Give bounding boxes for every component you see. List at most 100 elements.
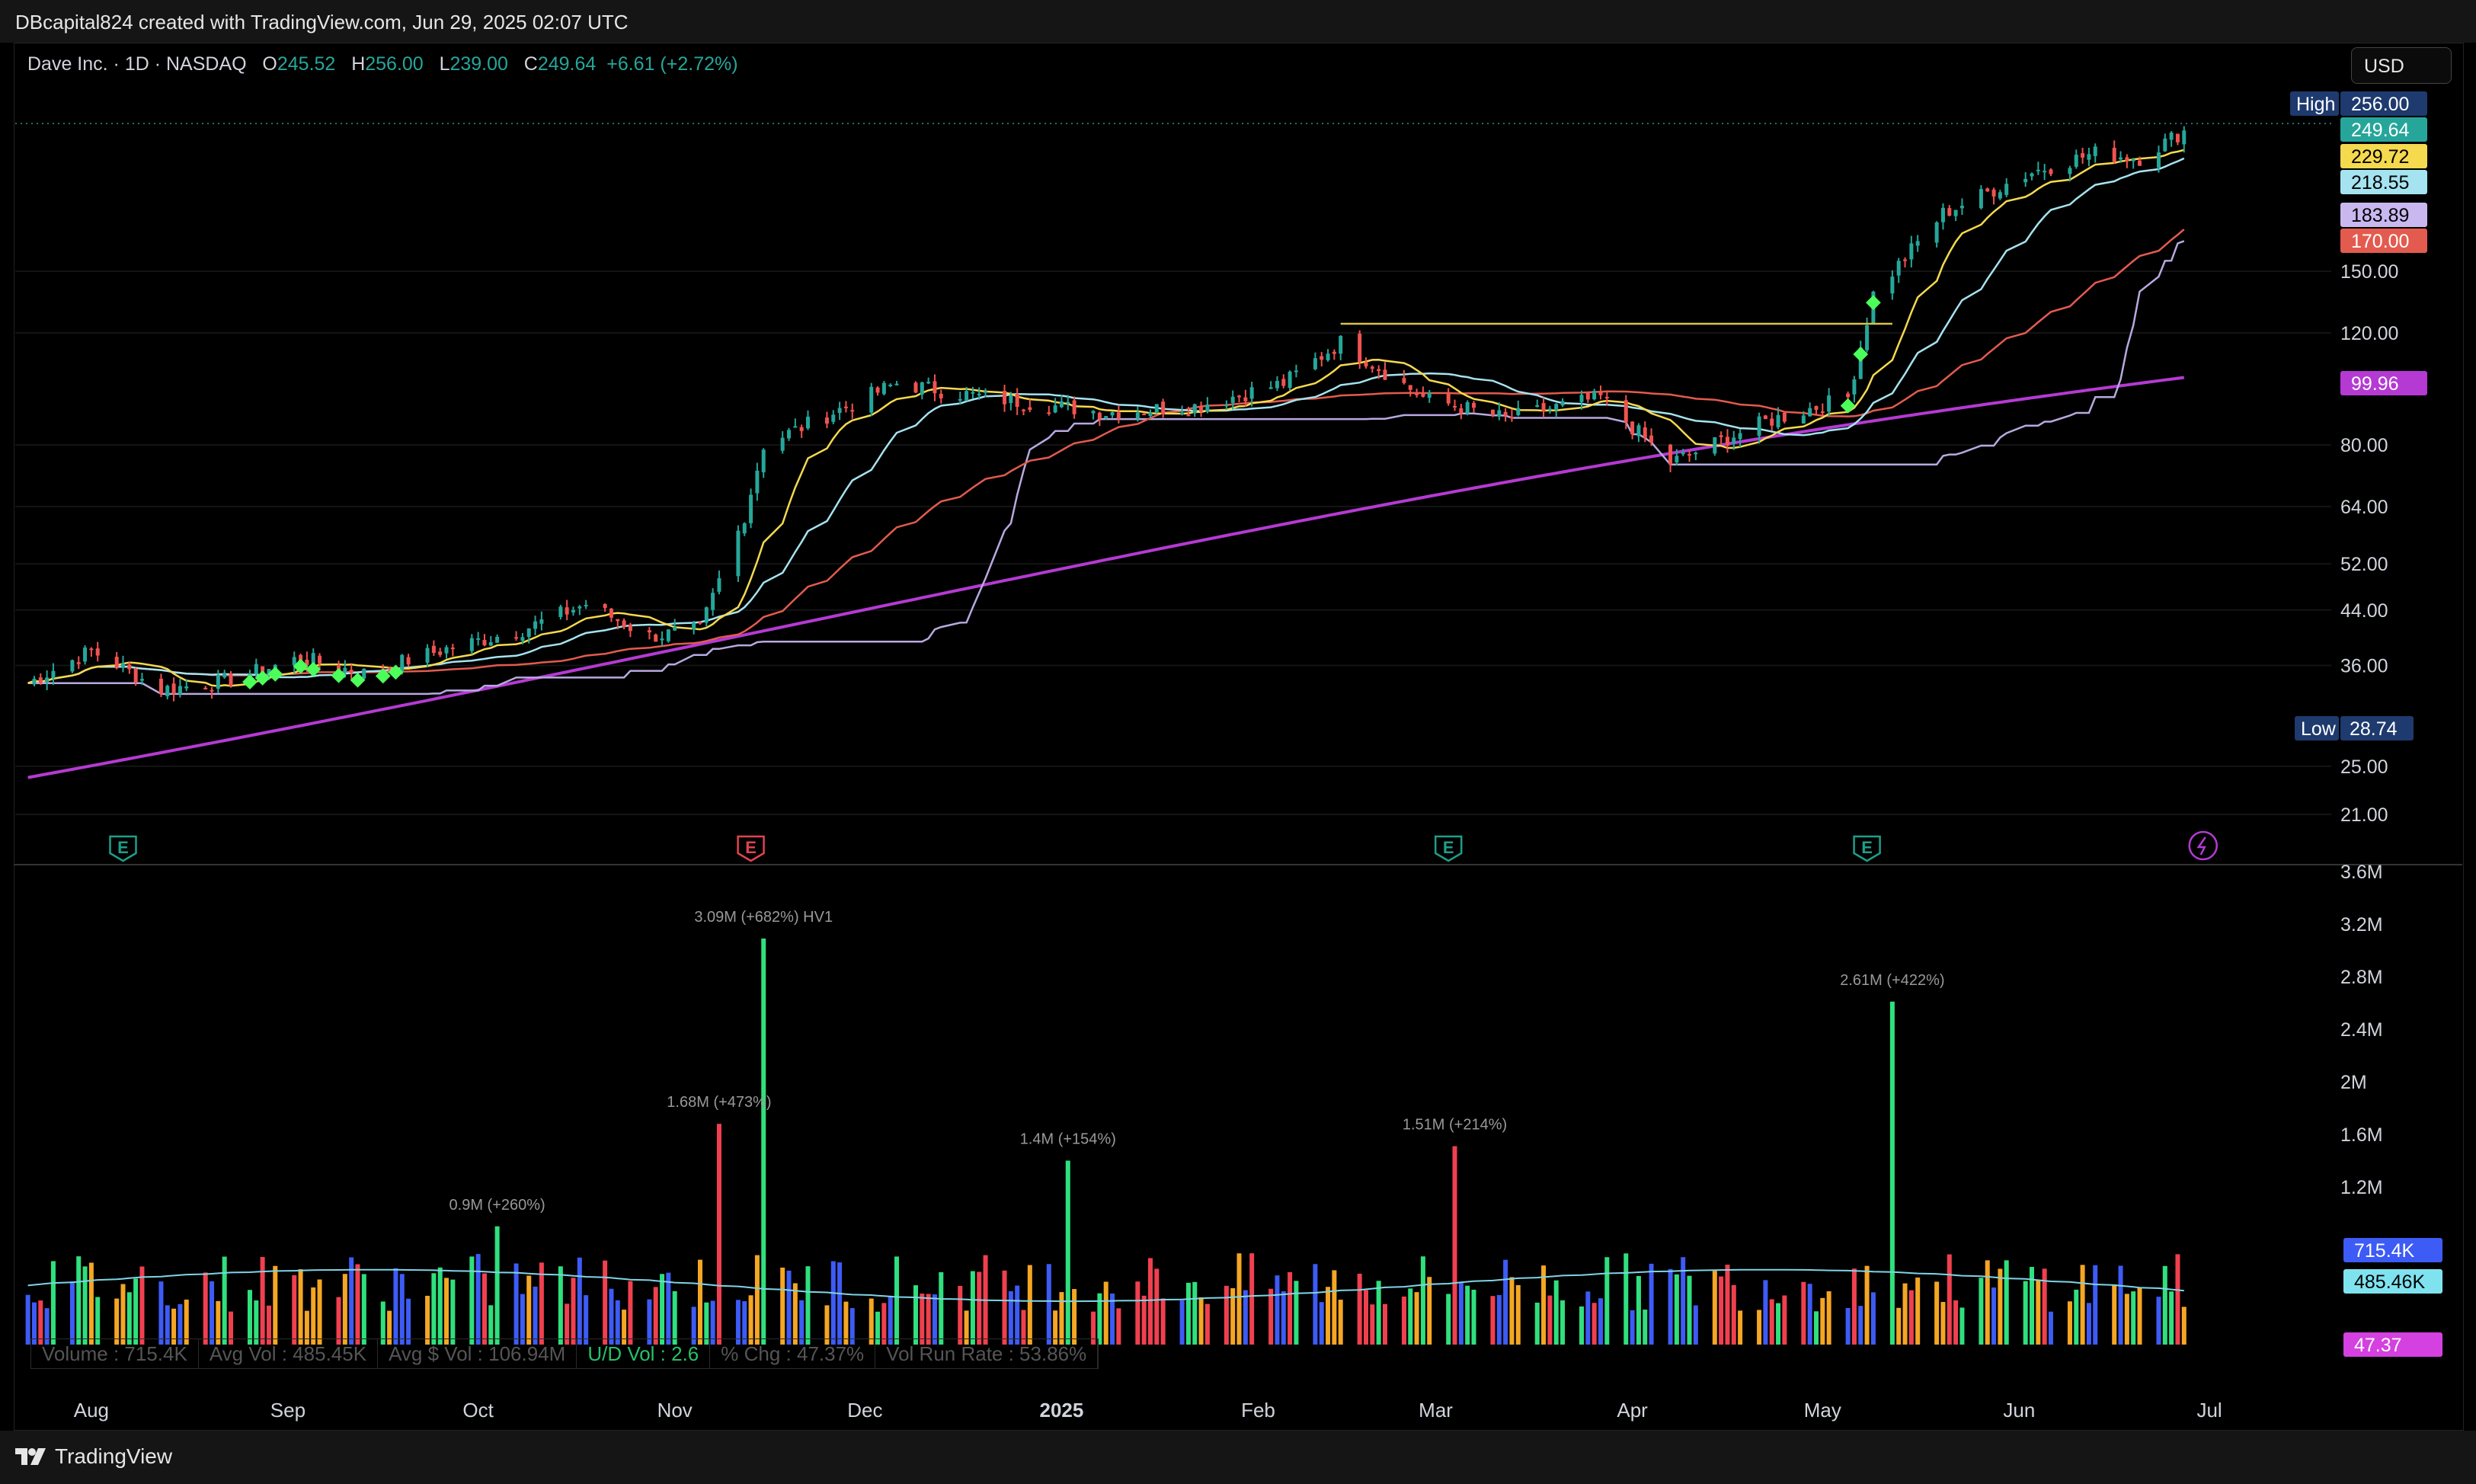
- volume-bar: [1097, 1293, 1102, 1345]
- volume-bar: [2181, 1306, 2186, 1345]
- volume-bar: [139, 1266, 145, 1345]
- volume-bar: [1008, 1291, 1013, 1345]
- volume-bar: [1338, 1300, 1343, 1345]
- volume-bar: [178, 1303, 183, 1345]
- volume-bar: [533, 1286, 538, 1345]
- candle-body: [1770, 418, 1774, 426]
- volume-bar: [355, 1264, 360, 1345]
- volume-bar: [1198, 1297, 1204, 1345]
- candle-body: [1490, 409, 1495, 416]
- candle-body: [1827, 395, 1831, 412]
- candle-body: [1364, 362, 1368, 367]
- volume-bar: [716, 1124, 721, 1345]
- candle-body: [495, 636, 500, 643]
- volume-tick-label: 1.6M: [2340, 1124, 2383, 1146]
- volume-bar: [1103, 1281, 1108, 1345]
- candle-body: [311, 653, 315, 664]
- volume-bar: [1204, 1303, 1210, 1345]
- volume-bar: [298, 1269, 303, 1345]
- candle-body: [387, 667, 392, 670]
- candle-body: [1763, 415, 1767, 420]
- candle-body: [1592, 390, 1597, 400]
- candle-body: [121, 664, 126, 667]
- candle-body: [488, 642, 493, 646]
- volume-bar: [2036, 1280, 2041, 1345]
- candle-body: [1383, 369, 1387, 380]
- currency-selector[interactable]: USD: [2351, 47, 2452, 84]
- volume-bar: [1870, 1292, 1876, 1345]
- volume-bar: [38, 1300, 43, 1345]
- symbol-title: Dave Inc. · 1D · NASDAQ: [27, 53, 247, 75]
- volume-bar: [2067, 1301, 2072, 1345]
- candle-body: [2163, 138, 2167, 152]
- price-axis-label-text: 28.74: [2350, 718, 2398, 740]
- volume-tick-label: 2M: [2340, 1072, 2367, 1093]
- stat-avg-vol: Avg Vol : 485.45K: [199, 1339, 379, 1368]
- candle-body: [1909, 243, 1914, 260]
- ma-yellow-line: [27, 149, 2185, 687]
- volume-bar: [926, 1294, 931, 1345]
- volume-bar: [1953, 1300, 1959, 1345]
- volume-bar: [647, 1299, 652, 1345]
- candle-body: [1243, 397, 1248, 401]
- candle-body: [1453, 405, 1457, 408]
- volume-bar: [1053, 1310, 1058, 1345]
- volume-bar: [958, 1285, 963, 1345]
- candle-body: [139, 679, 144, 681]
- candle-body: [1091, 411, 1096, 414]
- price-tick-label: 44.00: [2340, 600, 2388, 622]
- ma-200-line: [27, 376, 2185, 779]
- volume-bar: [1319, 1302, 1324, 1345]
- candle-body: [469, 638, 474, 651]
- volume-bar: [824, 1305, 830, 1345]
- volume-axis-label: [2343, 1269, 2442, 1294]
- candle-body: [2169, 133, 2174, 140]
- price-axis-label: [2340, 716, 2414, 740]
- volume-bar: [1991, 1287, 1997, 1345]
- volume-bar: [1281, 1291, 1286, 1345]
- change-value: +6.61 (+2.72%): [606, 53, 738, 75]
- candle-body: [1846, 393, 1851, 398]
- candle-body: [514, 637, 519, 639]
- candle-body: [1180, 412, 1185, 414]
- volume-bar: [1668, 1268, 1673, 1345]
- volume-bar: [1591, 1303, 1597, 1345]
- price-axis-label: [2340, 117, 2427, 142]
- candle-body: [1135, 412, 1140, 419]
- volume-bar: [1693, 1305, 1698, 1345]
- volume-bar: [488, 1305, 494, 1345]
- tradingview-brand[interactable]: TradingView: [15, 1444, 172, 1469]
- volume-bar: [210, 1281, 215, 1345]
- time-axis-label: Jun: [2003, 1399, 2035, 1422]
- volume-tick-label: 2.4M: [2340, 1019, 2383, 1041]
- volume-bar: [1947, 1254, 1952, 1345]
- candle-body: [1535, 405, 1540, 408]
- candle-body: [2004, 184, 2009, 195]
- candle-body: [76, 662, 81, 664]
- volume-bar: [1275, 1275, 1280, 1345]
- candle-body: [1028, 407, 1032, 411]
- chart-credit: DBcapital824 created with TradingView.co…: [15, 11, 629, 34]
- price-axis-label-text: 256.00: [2351, 94, 2409, 115]
- earnings-marker-icon: [109, 835, 137, 862]
- candle-body: [1281, 379, 1286, 386]
- price-tag-label-text: High: [2296, 94, 2335, 115]
- volume-bar: [539, 1262, 544, 1345]
- volume-bar: [1471, 1289, 1476, 1345]
- header-bar: [0, 0, 2476, 43]
- candle-body: [133, 668, 138, 683]
- candle-body: [742, 523, 747, 534]
- candle-body: [1649, 435, 1654, 443]
- volume-bar: [615, 1300, 620, 1345]
- volume-bar: [2074, 1289, 2079, 1345]
- candle-body: [1719, 435, 1723, 437]
- volume-bar: [425, 1295, 430, 1345]
- volume-bar: [254, 1300, 259, 1345]
- volume-bar: [203, 1272, 208, 1345]
- volume-bar: [2030, 1267, 2035, 1345]
- price-axis-label-text: 99.96: [2351, 373, 2399, 395]
- candle-body: [267, 669, 271, 676]
- volume-bar: [1643, 1310, 1648, 1345]
- volume-bar: [869, 1298, 874, 1345]
